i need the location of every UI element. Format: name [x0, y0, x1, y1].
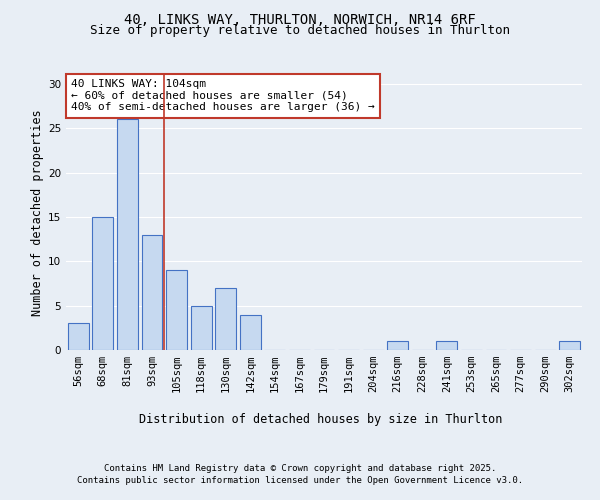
Text: 40, LINKS WAY, THURLTON, NORWICH, NR14 6RF: 40, LINKS WAY, THURLTON, NORWICH, NR14 6… [124, 12, 476, 26]
Text: 40 LINKS WAY: 104sqm
← 60% of detached houses are smaller (54)
40% of semi-detac: 40 LINKS WAY: 104sqm ← 60% of detached h… [71, 79, 375, 112]
Bar [559, 341, 580, 350]
Bar [436, 341, 457, 350]
Bar [142, 234, 163, 350]
Bar [68, 324, 89, 350]
Bar [117, 120, 138, 350]
Y-axis label: Number of detached properties: Number of detached properties [31, 109, 44, 316]
Bar [215, 288, 236, 350]
Bar [387, 341, 408, 350]
Bar [191, 306, 212, 350]
Bar [92, 217, 113, 350]
Bar [240, 314, 261, 350]
Text: Size of property relative to detached houses in Thurlton: Size of property relative to detached ho… [90, 24, 510, 37]
Text: Contains HM Land Registry data © Crown copyright and database right 2025.: Contains HM Land Registry data © Crown c… [104, 464, 496, 473]
Text: Distribution of detached houses by size in Thurlton: Distribution of detached houses by size … [139, 412, 503, 426]
Text: Contains public sector information licensed under the Open Government Licence v3: Contains public sector information licen… [77, 476, 523, 485]
Bar [166, 270, 187, 350]
